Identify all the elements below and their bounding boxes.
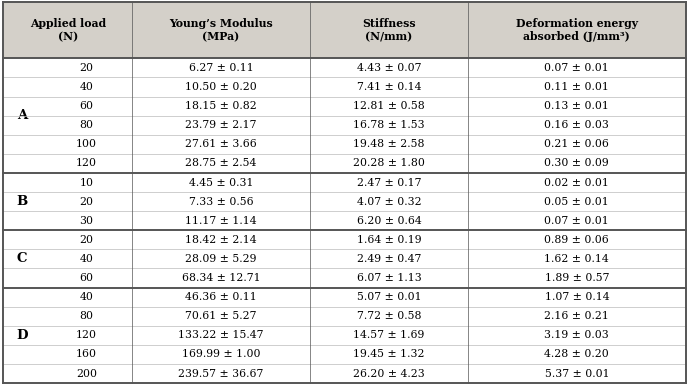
Text: 2.49 ± 0.47: 2.49 ± 0.47: [357, 254, 421, 264]
Text: 14.57 ± 1.69: 14.57 ± 1.69: [353, 330, 424, 340]
Text: 60: 60: [79, 273, 94, 283]
Text: 27.61 ± 3.66: 27.61 ± 3.66: [185, 139, 257, 149]
Text: 23.79 ± 2.17: 23.79 ± 2.17: [185, 120, 257, 130]
Text: 160: 160: [76, 350, 97, 360]
Text: 0.05 ± 0.01: 0.05 ± 0.01: [544, 197, 609, 207]
Text: 0.30 ± 0.09: 0.30 ± 0.09: [544, 158, 609, 168]
Text: 120: 120: [76, 330, 97, 340]
Text: D: D: [17, 329, 28, 342]
Text: 133.22 ± 15.47: 133.22 ± 15.47: [178, 330, 264, 340]
Text: 18.15 ± 0.82: 18.15 ± 0.82: [185, 101, 257, 111]
Text: 68.34 ± 12.71: 68.34 ± 12.71: [182, 273, 260, 283]
Text: 80: 80: [79, 311, 94, 321]
Text: 1.89 ± 0.57: 1.89 ± 0.57: [544, 273, 609, 283]
Text: 26.20 ± 4.23: 26.20 ± 4.23: [353, 368, 425, 378]
Text: 0.11 ± 0.01: 0.11 ± 0.01: [544, 82, 609, 92]
Text: 2.47 ± 0.17: 2.47 ± 0.17: [357, 177, 421, 187]
Text: 6.07 ± 1.13: 6.07 ± 1.13: [357, 273, 422, 283]
Text: 6.27 ± 0.11: 6.27 ± 0.11: [189, 63, 254, 73]
Text: 20: 20: [79, 197, 94, 207]
Text: 0.13 ± 0.01: 0.13 ± 0.01: [544, 101, 609, 111]
Text: 40: 40: [79, 82, 94, 92]
Text: 18.42 ± 2.14: 18.42 ± 2.14: [185, 235, 257, 245]
Text: 4.45 ± 0.31: 4.45 ± 0.31: [189, 177, 254, 187]
Text: 19.45 ± 1.32: 19.45 ± 1.32: [353, 350, 425, 360]
Text: 40: 40: [79, 254, 94, 264]
Text: 10.50 ± 0.20: 10.50 ± 0.20: [185, 82, 257, 92]
Text: 12.81 ± 0.58: 12.81 ± 0.58: [353, 101, 425, 111]
Text: 20: 20: [79, 63, 94, 73]
Text: 4.07 ± 0.32: 4.07 ± 0.32: [357, 197, 422, 207]
Text: 0.16 ± 0.03: 0.16 ± 0.03: [544, 120, 609, 130]
Text: 1.07 ± 0.14: 1.07 ± 0.14: [544, 292, 609, 302]
Text: 16.78 ± 1.53: 16.78 ± 1.53: [353, 120, 425, 130]
Text: 169.99 ± 1.00: 169.99 ± 1.00: [182, 350, 260, 360]
Text: 0.07 ± 0.01: 0.07 ± 0.01: [544, 63, 609, 73]
Text: 0.07 ± 0.01: 0.07 ± 0.01: [544, 216, 609, 226]
Text: 20.28 ± 1.80: 20.28 ± 1.80: [353, 158, 425, 168]
Text: B: B: [17, 195, 28, 208]
Text: 7.41 ± 0.14: 7.41 ± 0.14: [357, 82, 421, 92]
Text: Applied load
(N): Applied load (N): [30, 18, 106, 42]
Text: 28.75 ± 2.54: 28.75 ± 2.54: [185, 158, 257, 168]
Text: C: C: [17, 253, 28, 265]
Text: 7.72 ± 0.58: 7.72 ± 0.58: [357, 311, 421, 321]
Text: A: A: [17, 109, 28, 122]
Text: Stiffness
(N/mm): Stiffness (N/mm): [362, 18, 416, 42]
Text: 30: 30: [79, 216, 94, 226]
Text: 0.02 ± 0.01: 0.02 ± 0.01: [544, 177, 609, 187]
Text: 20: 20: [79, 235, 94, 245]
Text: 46.36 ± 0.11: 46.36 ± 0.11: [185, 292, 257, 302]
Text: 0.21 ± 0.06: 0.21 ± 0.06: [544, 139, 609, 149]
Text: 100: 100: [76, 139, 97, 149]
Text: 40: 40: [79, 292, 94, 302]
Text: 120: 120: [76, 158, 97, 168]
Text: Young’s Modulus
(MPa): Young’s Modulus (MPa): [169, 18, 273, 42]
Text: 239.57 ± 36.67: 239.57 ± 36.67: [178, 368, 264, 378]
Text: 70.61 ± 5.27: 70.61 ± 5.27: [185, 311, 257, 321]
Text: 0.89 ± 0.06: 0.89 ± 0.06: [544, 235, 609, 245]
Text: 3.19 ± 0.03: 3.19 ± 0.03: [544, 330, 609, 340]
Text: 60: 60: [79, 101, 94, 111]
Text: 7.33 ± 0.56: 7.33 ± 0.56: [189, 197, 254, 207]
Text: 1.62 ± 0.14: 1.62 ± 0.14: [544, 254, 609, 264]
Text: 2.16 ± 0.21: 2.16 ± 0.21: [544, 311, 609, 321]
Text: Deformation energy
absorbed (J/mm³): Deformation energy absorbed (J/mm³): [516, 18, 638, 42]
Text: 80: 80: [79, 120, 94, 130]
Text: 6.20 ± 0.64: 6.20 ± 0.64: [357, 216, 422, 226]
Text: 4.43 ± 0.07: 4.43 ± 0.07: [357, 63, 421, 73]
Text: 1.64 ± 0.19: 1.64 ± 0.19: [357, 235, 422, 245]
Text: 10: 10: [79, 177, 94, 187]
Bar: [3, 2, 686, 59]
Text: 5.07 ± 0.01: 5.07 ± 0.01: [357, 292, 422, 302]
Text: 19.48 ± 2.58: 19.48 ± 2.58: [353, 139, 425, 149]
Text: 11.17 ± 1.14: 11.17 ± 1.14: [185, 216, 257, 226]
Text: 4.28 ± 0.20: 4.28 ± 0.20: [544, 350, 609, 360]
Text: 200: 200: [76, 368, 97, 378]
Text: 5.37 ± 0.01: 5.37 ± 0.01: [544, 368, 609, 378]
Text: 28.09 ± 5.29: 28.09 ± 5.29: [185, 254, 257, 264]
